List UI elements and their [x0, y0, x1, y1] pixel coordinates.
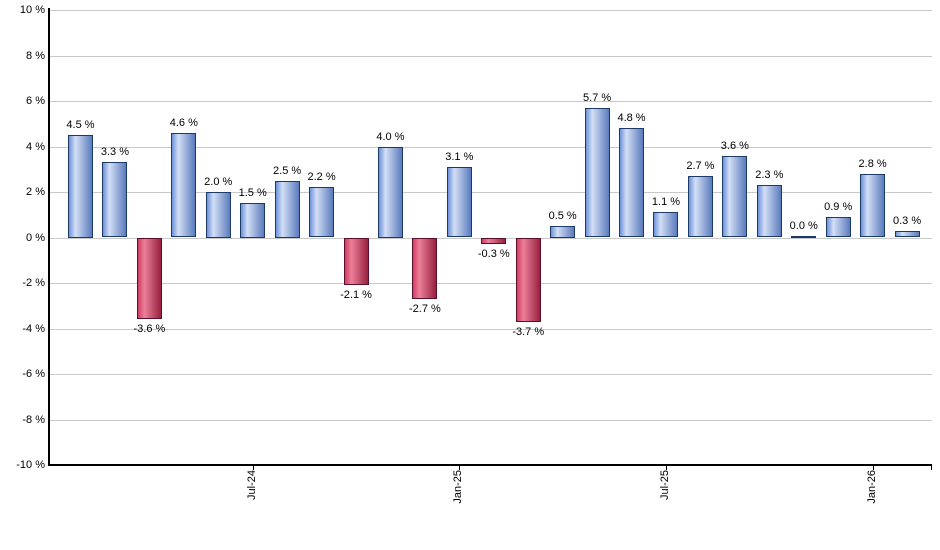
- bar-negative: [412, 237, 438, 299]
- bar-positive: [584, 107, 610, 238]
- bar-positive: [619, 128, 645, 238]
- bar-positive: [894, 230, 920, 238]
- y-tick-label: 2 %: [26, 186, 45, 198]
- bar-positive: [722, 155, 748, 238]
- bar-negative: [136, 237, 162, 320]
- gridline: [49, 10, 932, 11]
- x-tick-label: Jul-25: [658, 470, 671, 500]
- bar-positive: [309, 187, 335, 238]
- gridline: [49, 283, 932, 284]
- x-tick-label: Jan-25: [452, 470, 465, 504]
- bar-positive: [171, 132, 197, 238]
- y-tick-label: 6 %: [26, 95, 45, 107]
- gridline: [49, 192, 932, 193]
- bar-value-label: 1.5 %: [238, 187, 267, 200]
- gridline: [49, 419, 932, 421]
- bar-value-label: 2.3 %: [755, 169, 784, 182]
- bar-value-label: 2.0 %: [204, 176, 233, 188]
- y-tick-label: 10 %: [19, 4, 45, 16]
- x-tick-label: Jul-24: [245, 470, 258, 500]
- bar-positive: [68, 135, 93, 238]
- bar-positive: [653, 212, 679, 238]
- bar-positive: [860, 173, 886, 238]
- bar-value-label: 0.3 %: [892, 214, 922, 227]
- bar-value-label: 2.2 %: [307, 171, 336, 184]
- y-tick-label: -8 %: [22, 413, 45, 426]
- gridline: [49, 146, 932, 148]
- bar-value-label: 3.6 %: [720, 139, 749, 152]
- bar-negative: [481, 237, 507, 245]
- bar-positive: [274, 180, 300, 238]
- y-tick-label: -4 %: [22, 322, 45, 335]
- x-axis-end-tick-mark: [931, 465, 932, 470]
- y-tick-label: 0 %: [26, 231, 45, 244]
- y-tick-label: -10 %: [16, 459, 45, 471]
- gridline: [49, 328, 932, 330]
- bar-positive: [825, 217, 851, 238]
- bar-negative: [515, 237, 541, 322]
- x-tick-mark: [252, 465, 254, 470]
- bar-value-label: 0.9 %: [824, 201, 853, 214]
- bar-value-label: 0.5 %: [548, 210, 577, 223]
- bar-value-label: 4.5 %: [66, 119, 95, 132]
- bar-value-label: 3.3 %: [100, 146, 130, 159]
- bar-positive: [377, 146, 403, 238]
- bar-value-label: -3.7 %: [512, 325, 545, 338]
- y-tick-label: -2 %: [22, 277, 45, 289]
- bar-value-label: -3.6 %: [133, 323, 166, 336]
- bar-value-label: -2.7 %: [408, 302, 441, 315]
- x-tick-mark: [665, 465, 667, 470]
- bar-positive: [205, 192, 231, 238]
- bar-value-label: 0.0 %: [789, 220, 818, 232]
- bar-positive: [550, 226, 576, 238]
- gridline: [49, 374, 932, 375]
- bar-value-label: 4.6 %: [169, 116, 198, 129]
- bar-value-label: -2.1 %: [340, 289, 372, 302]
- gridline: [49, 55, 932, 57]
- gridline: [49, 101, 932, 102]
- bar-positive: [102, 162, 128, 238]
- x-tick-mark: [872, 465, 874, 470]
- bar-positive: [687, 176, 713, 238]
- x-tick-mark: [459, 465, 461, 470]
- y-tick-label: 8 %: [26, 49, 45, 62]
- bar-negative: [343, 237, 369, 286]
- plot-area: 10 % 8 % 6 % 4 % 2 % 0 % -2 % -4 % -6 % -8 % -10 %…: [16, 4, 932, 504]
- bar-value-label: 1.1 %: [651, 196, 681, 209]
- y-tick-label: -6 %: [22, 368, 45, 380]
- bar-value-label: 2.5 %: [273, 164, 302, 177]
- x-axis-line: [49, 464, 932, 466]
- y-axis-line: [48, 8, 50, 466]
- bar-value-label: 4.8 %: [617, 112, 646, 125]
- bar-value-label: 4.0 %: [376, 130, 405, 143]
- y-tick-label: 4 %: [26, 140, 45, 153]
- bar-value-label: 2.8 %: [858, 157, 887, 170]
- bar-positive: [240, 203, 266, 238]
- bar-value-label: 3.1 %: [445, 150, 474, 163]
- bar-positive: [791, 236, 817, 238]
- bar-value-label: 2.7 %: [686, 160, 715, 173]
- bar-positive: [446, 166, 472, 238]
- bar-value-label: 5.7 %: [583, 91, 612, 104]
- bar-positive: [756, 185, 782, 238]
- bar-value-label: -0.3 %: [477, 248, 510, 261]
- x-tick-label: Jan-26: [865, 470, 878, 504]
